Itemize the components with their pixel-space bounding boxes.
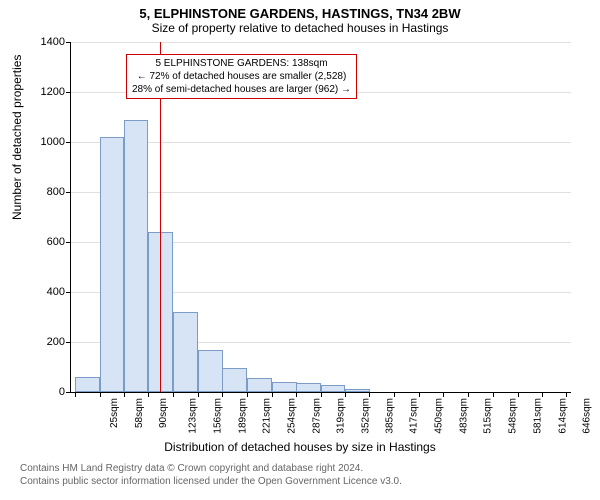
xtick-mark <box>518 392 519 397</box>
xtick-label: 581sqm <box>532 398 543 434</box>
ytick-label: 400 <box>25 286 65 298</box>
xtick-label: 450sqm <box>434 398 445 434</box>
xtick-label: 483sqm <box>459 398 470 434</box>
xtick-mark <box>272 392 273 397</box>
x-axis-label: Distribution of detached houses by size … <box>0 440 600 454</box>
annotation-line1: 5 ELPHINSTONE GARDENS: 138sqm <box>132 57 351 70</box>
xtick-mark <box>247 392 248 397</box>
histogram-bar <box>148 232 173 392</box>
xtick-mark <box>493 392 494 397</box>
chart-container: 5, ELPHINSTONE GARDENS, HASTINGS, TN34 2… <box>0 0 600 500</box>
ytick-label: 1000 <box>25 136 65 148</box>
xtick-mark <box>222 392 223 397</box>
histogram-bar <box>124 120 149 393</box>
chart-area: 020040060080010001200140025sqm58sqm90sqm… <box>70 42 570 392</box>
ytick-mark <box>66 192 71 193</box>
xtick-label: 646sqm <box>581 398 592 434</box>
histogram-bar <box>222 368 247 392</box>
ytick-label: 800 <box>25 186 65 198</box>
histogram-bar <box>272 382 297 392</box>
ytick-mark <box>66 392 71 393</box>
xtick-label: 614sqm <box>557 398 568 434</box>
xtick-mark <box>369 392 370 397</box>
ytick-label: 200 <box>25 336 65 348</box>
plot-region: 020040060080010001200140025sqm58sqm90sqm… <box>70 42 571 393</box>
xtick-label: 254sqm <box>287 398 298 434</box>
xtick-mark <box>124 392 125 397</box>
ytick-mark <box>66 342 71 343</box>
xtick-label: 221sqm <box>262 398 273 434</box>
xtick-mark <box>296 392 297 397</box>
xtick-label: 25sqm <box>109 398 120 428</box>
xtick-mark <box>198 392 199 397</box>
ytick-label: 600 <box>25 236 65 248</box>
xtick-label: 352sqm <box>360 398 371 434</box>
xtick-mark <box>394 392 395 397</box>
ytick-label: 1400 <box>25 36 65 48</box>
xtick-label: 58sqm <box>134 398 145 428</box>
ytick-mark <box>66 92 71 93</box>
xtick-label: 385sqm <box>385 398 396 434</box>
chart-subtitle: Size of property relative to detached ho… <box>0 21 600 39</box>
xtick-mark <box>443 392 444 397</box>
ytick-label: 0 <box>25 386 65 398</box>
histogram-bar <box>173 312 198 392</box>
ytick-label: 1200 <box>25 86 65 98</box>
xtick-label: 515sqm <box>483 398 494 434</box>
xtick-label: 548sqm <box>508 398 519 434</box>
xtick-label: 319sqm <box>335 398 346 434</box>
ytick-mark <box>66 292 71 293</box>
annotation-line2: ← 72% of detached houses are smaller (2,… <box>132 70 351 83</box>
histogram-bar <box>75 377 100 392</box>
xtick-mark <box>542 392 543 397</box>
xtick-mark <box>345 392 346 397</box>
histogram-bar <box>100 137 125 392</box>
y-axis-label: Number of detached properties <box>10 55 24 220</box>
xtick-mark <box>173 392 174 397</box>
xtick-label: 156sqm <box>213 398 224 434</box>
ytick-mark <box>66 242 71 243</box>
annotation-line3: 28% of semi-detached houses are larger (… <box>132 83 351 96</box>
xtick-label: 417sqm <box>409 398 420 434</box>
xtick-mark <box>566 392 567 397</box>
xtick-mark <box>468 392 469 397</box>
histogram-bar <box>198 350 223 393</box>
xtick-mark <box>321 392 322 397</box>
xtick-mark <box>148 392 149 397</box>
ytick-mark <box>66 42 71 43</box>
histogram-bar <box>296 383 321 392</box>
histogram-bar <box>247 378 272 392</box>
xtick-label: 189sqm <box>238 398 249 434</box>
xtick-mark <box>100 392 101 397</box>
histogram-bar <box>345 389 370 392</box>
xtick-label: 90sqm <box>158 398 169 428</box>
gridline <box>71 42 571 43</box>
xtick-mark <box>419 392 420 397</box>
histogram-bar <box>321 385 346 393</box>
xtick-label: 123sqm <box>188 398 199 434</box>
footer-line1: Contains HM Land Registry data © Crown c… <box>20 462 402 475</box>
chart-title: 5, ELPHINSTONE GARDENS, HASTINGS, TN34 2… <box>0 0 600 21</box>
footer-line2: Contains public sector information licen… <box>20 475 402 488</box>
xtick-mark <box>75 392 76 397</box>
annotation-box: 5 ELPHINSTONE GARDENS: 138sqm← 72% of de… <box>126 54 357 99</box>
xtick-label: 287sqm <box>311 398 322 434</box>
footer-attribution: Contains HM Land Registry data © Crown c… <box>20 462 402 488</box>
ytick-mark <box>66 142 71 143</box>
